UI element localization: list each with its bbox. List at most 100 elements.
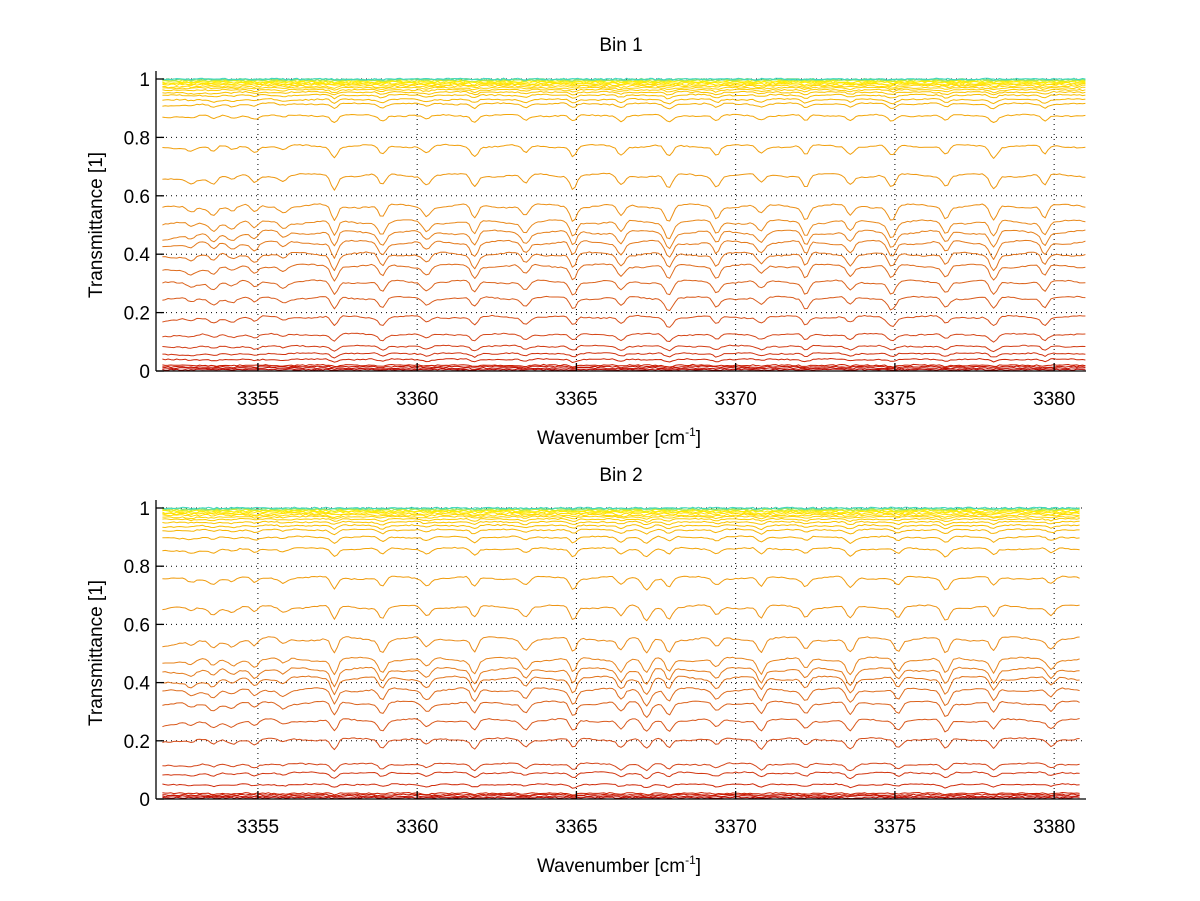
series-line	[162, 263, 1086, 282]
series-line	[162, 792, 1080, 796]
series-line	[162, 88, 1086, 94]
series-line	[162, 229, 1086, 250]
series-line	[162, 93, 1086, 100]
x-axis-label: Wavenumber [cm-1]	[537, 853, 701, 877]
series-line	[162, 512, 1080, 516]
series-line	[162, 172, 1086, 191]
series-line	[162, 363, 1086, 368]
subplot-bin-1: Bin 1 3355 3360 3365 3370 3375 3380 0 0.2 0.4 0.…	[86, 35, 1086, 449]
x-tick-label: 3380	[1033, 389, 1075, 410]
series-line	[162, 575, 1080, 591]
x-tick-label: 3355	[237, 817, 279, 838]
series-line	[162, 675, 1080, 696]
series-line	[162, 520, 1080, 526]
y-axis-label: Transmittance [1]	[86, 580, 107, 726]
x-axis-label-end: ]	[696, 856, 701, 877]
y-tick-label: 0.6	[124, 187, 150, 208]
y-tick-label: 0.8	[124, 557, 150, 578]
series-line	[162, 143, 1086, 159]
series-line	[162, 368, 1086, 371]
y-tick-label: 0.2	[124, 304, 150, 325]
series-line	[162, 79, 1086, 84]
series-line	[162, 98, 1086, 105]
series-line	[162, 352, 1086, 359]
series-line	[162, 82, 1086, 86]
grid	[156, 78, 1086, 372]
series-line	[162, 762, 1080, 772]
x-axis-label: Wavenumber [cm-1]	[537, 425, 701, 449]
series-line	[162, 718, 1080, 733]
x-tick-label: 3365	[555, 817, 597, 838]
x-tick-label: 3360	[396, 389, 438, 410]
series-line	[162, 358, 1086, 363]
series-line	[162, 113, 1086, 123]
x-tick-label: 3365	[555, 389, 597, 410]
series-line	[162, 794, 1080, 798]
x-tick-label: 3375	[874, 817, 916, 838]
x-tick-label: 3355	[237, 389, 279, 410]
series-line	[162, 365, 1086, 369]
x-axis-label-sup: -1	[685, 853, 696, 867]
series-line	[162, 546, 1080, 558]
series-group	[162, 77, 1086, 372]
series-line	[162, 656, 1080, 676]
y-tick-label: 0.2	[124, 732, 150, 753]
series-line	[162, 793, 1080, 797]
series-line	[162, 84, 1086, 89]
series-line	[162, 524, 1080, 531]
series-line	[162, 83, 1086, 88]
series-line	[162, 203, 1086, 222]
y-tick-label: 0	[139, 362, 150, 383]
series-line	[162, 102, 1086, 110]
y-axis-label: Transmittance [1]	[86, 152, 107, 298]
series-line	[162, 509, 1080, 513]
series-line	[162, 86, 1086, 91]
x-tick-label: 3370	[715, 817, 757, 838]
y-tick-label: 0.8	[124, 128, 150, 149]
series-line	[162, 687, 1080, 707]
x-axis-label-main: Wavenumber [cm	[537, 428, 685, 449]
series-line	[162, 219, 1086, 240]
x-tick-label: 3380	[1033, 817, 1075, 838]
y-tick-label: 0.4	[124, 245, 151, 266]
x-axis-label-sup: -1	[685, 425, 696, 439]
x-tick-label: 3375	[874, 389, 916, 410]
y-tick-labels: 0 0.2 0.4 0.6 0.8 1	[124, 70, 151, 383]
series-line	[162, 604, 1080, 622]
series-line	[162, 517, 1080, 523]
series-line	[162, 314, 1086, 328]
series-line	[162, 366, 1086, 370]
series-line	[162, 295, 1086, 311]
series-line	[162, 332, 1086, 343]
series-line	[162, 510, 1080, 515]
y-tick-label: 1	[139, 499, 150, 520]
axes	[155, 500, 1086, 800]
y-tick-label: 1	[139, 70, 150, 91]
series-line	[162, 513, 1080, 518]
series-line	[162, 251, 1086, 272]
series-line	[162, 90, 1086, 96]
y-tick-label: 0.4	[124, 674, 151, 695]
series-line	[162, 515, 1080, 520]
x-axis-label-end: ]	[696, 428, 701, 449]
series-line	[162, 796, 1080, 800]
series-line	[162, 771, 1080, 780]
series-line	[162, 737, 1080, 751]
axes	[155, 71, 1086, 372]
grid	[156, 507, 1086, 800]
series-line	[162, 666, 1080, 688]
series-line	[162, 506, 1080, 510]
chart-title: Bin 2	[599, 465, 642, 486]
series-line	[162, 344, 1086, 353]
x-tick-labels: 3355 3360 3365 3370 3375 3380	[237, 817, 1076, 838]
series-line	[162, 279, 1086, 296]
series-line	[162, 636, 1080, 654]
y-tick-label: 0.6	[124, 615, 150, 636]
series-line	[162, 535, 1080, 544]
y-tick-labels: 0 0.2 0.4 0.6 0.8 1	[124, 499, 151, 811]
x-tick-label: 3370	[715, 389, 757, 410]
subplot-bin-2: Bin 2 3355 3360 3365 3370 3375 3380 0 0.2 0.4 0.…	[86, 465, 1086, 877]
x-tick-labels: 3355 3360 3365 3370 3375 3380	[237, 389, 1076, 410]
x-tick-label: 3360	[396, 817, 438, 838]
